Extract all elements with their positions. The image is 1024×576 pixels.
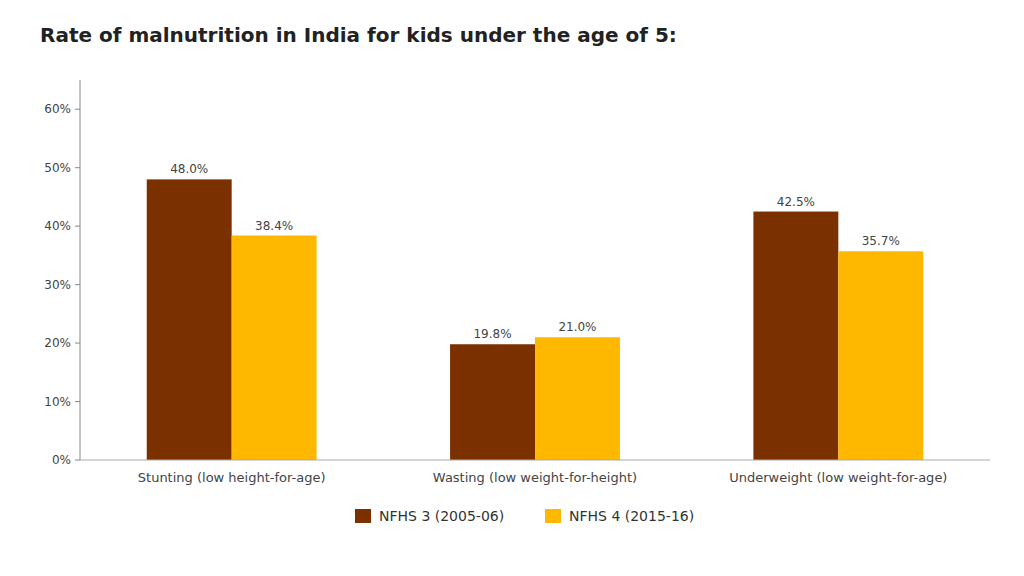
legend-swatch <box>545 509 561 523</box>
y-tick <box>75 226 80 227</box>
x-axis: Stunting (low height-for-age) Wasting (lo… <box>80 460 990 485</box>
data-label: 42.5% <box>777 195 815 209</box>
title: Rate of malnutrition in India for kids u… <box>40 23 677 47</box>
y-tick <box>75 343 80 344</box>
bar <box>753 212 838 460</box>
legend-label: NFHS 4 (2015-16) <box>569 508 694 524</box>
y-tick <box>75 460 80 461</box>
y-tick-label: 0% <box>52 453 71 467</box>
bar <box>450 344 535 460</box>
y-tick-label: 40% <box>44 219 71 233</box>
y-tick-label: 20% <box>44 336 71 350</box>
y-tick <box>75 167 80 168</box>
legend-label: NFHS 3 (2005-06) <box>379 508 504 524</box>
data-labels: 48.0% 19.8% 42.5% 38.4% 21.0% 35.7% <box>170 162 900 341</box>
x-tick-label: Stunting (low height-for-age) <box>138 470 326 485</box>
y-tick <box>75 109 80 110</box>
y-tick-label: 60% <box>44 102 71 116</box>
data-label: 21.0% <box>558 320 596 334</box>
y-tick <box>75 284 80 285</box>
legend-swatch <box>355 509 371 523</box>
data-label: 19.8% <box>473 327 511 341</box>
bar <box>535 337 620 460</box>
x-tick-label: Wasting (low weight-for-height) <box>433 470 637 485</box>
x-tick-label: Underweight (low weight-for-age) <box>729 470 947 485</box>
legend: NFHS 3 (2005-06) NFHS 4 (2015-16) <box>355 508 694 524</box>
y-tick <box>75 401 80 402</box>
data-label: 48.0% <box>170 162 208 176</box>
y-tick-label: 10% <box>44 395 71 409</box>
bar <box>232 236 317 460</box>
y-axis-line <box>80 80 81 460</box>
data-label: 38.4% <box>255 219 293 233</box>
x-axis-line <box>80 460 990 461</box>
bar <box>147 179 232 460</box>
y-tick-label: 50% <box>44 161 71 175</box>
y-tick-label: 30% <box>44 278 71 292</box>
chart: Rate of malnutrition in India for kids u… <box>0 0 1024 576</box>
bar <box>838 251 923 460</box>
y-axis: 0% 10% 20% 30% 40% 50% 60% <box>44 80 80 467</box>
data-label: 35.7% <box>862 234 900 248</box>
bars <box>147 179 924 460</box>
